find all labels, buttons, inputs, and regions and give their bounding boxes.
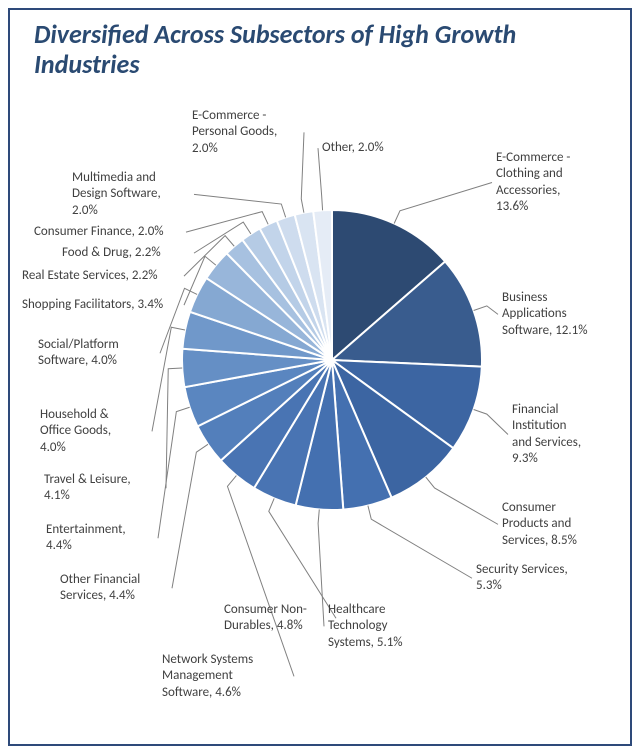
slice-label: E-Commerce - Personal Goods, 2.0% (192, 108, 302, 157)
slice-label: Consumer Non- Durables, 4.8% (224, 602, 334, 635)
slice-label: Social/Platform Software, 4.0% (38, 337, 158, 370)
slice-label: Business Applications Software, 12.1% (502, 290, 622, 339)
leader-line (318, 148, 323, 210)
slice-label: Real Estate Services, 2.2% (22, 268, 182, 284)
leader-line (368, 506, 472, 579)
slice-label: Network Systems Management Software, 4.6… (162, 652, 292, 701)
pie-chart: E-Commerce - Clothing and Accessories, 1… (10, 10, 630, 744)
slice-label: Other, 2.0% (322, 140, 402, 156)
slice-label: Consumer Products and Services, 8.5% (502, 500, 622, 549)
leader-line (227, 476, 294, 677)
slice-label: Entertainment, 4.4% (46, 522, 156, 555)
leader-line (394, 183, 492, 224)
slice-label: Financial Institution and Services, 9.3% (512, 402, 622, 467)
slice-label: Travel & Leisure, 4.1% (44, 472, 164, 505)
leader-line (194, 194, 286, 217)
slice-label: Household & Office Goods, 4.0% (40, 407, 150, 456)
leader-line (426, 477, 498, 524)
leader-line (474, 409, 508, 434)
slice-label: Security Services, 5.3% (476, 562, 606, 595)
leader-line (269, 498, 336, 618)
leader-line (186, 212, 268, 233)
pie-svg (182, 210, 482, 510)
slice-label: E-Commerce - Clothing and Accessories, 1… (496, 150, 616, 215)
leader-line (172, 444, 208, 588)
chart-frame: Diversified Across Subsectors of High Gr… (8, 8, 632, 746)
slice-label: Other Financial Services, 4.4% (60, 572, 170, 605)
leader-line (474, 306, 498, 314)
slice-label: Food & Drug, 2.2% (62, 245, 192, 261)
slice-label: Shopping Facilitators, 3.4% (22, 297, 182, 313)
slice-label: Consumer Finance, 2.0% (34, 224, 184, 240)
slice-label: Multimedia and Design Software, 2.0% (72, 170, 192, 219)
slice-label: Healthcare Technology Systems, 5.1% (328, 602, 448, 651)
